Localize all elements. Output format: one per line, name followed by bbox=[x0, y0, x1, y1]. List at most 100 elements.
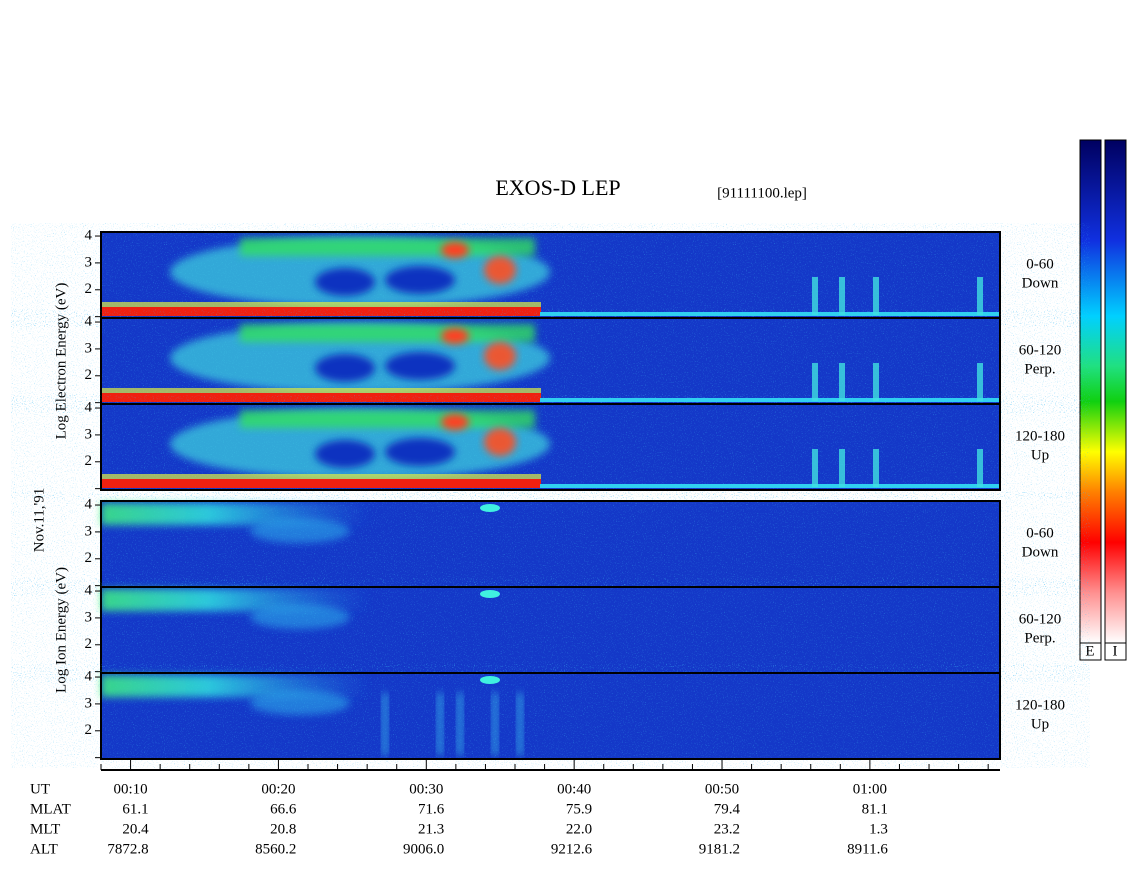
x-tick-label: 00:50 bbox=[705, 781, 739, 797]
feature bbox=[873, 363, 879, 401]
feature bbox=[101, 302, 541, 310]
x-tick-label: 00:30 bbox=[409, 781, 443, 797]
y-tick-label: 4 bbox=[85, 582, 93, 598]
table-cell: 8911.6 bbox=[847, 841, 888, 857]
y-tick-label: 2 bbox=[85, 722, 93, 738]
table-cell: 1.3 bbox=[869, 821, 888, 837]
table-cell: 71.6 bbox=[418, 801, 445, 817]
feature bbox=[385, 438, 455, 466]
y-tick-label: 2 bbox=[85, 550, 93, 566]
panel-frame bbox=[100, 403, 1001, 491]
feature bbox=[250, 691, 350, 715]
y-tick-label: 3 bbox=[85, 695, 93, 711]
panel-direction: Perp. bbox=[1024, 361, 1055, 377]
panel-direction: Up bbox=[1031, 716, 1049, 732]
table-cell: 9212.6 bbox=[551, 841, 593, 857]
y-tick-label: 4 bbox=[85, 399, 93, 415]
y-tick-label: 3 bbox=[85, 340, 93, 356]
colorbar-label: I bbox=[1113, 643, 1118, 659]
feature bbox=[480, 504, 500, 512]
feature bbox=[385, 266, 455, 294]
feature bbox=[315, 268, 375, 296]
table-cell: 9181.2 bbox=[699, 841, 740, 857]
feature bbox=[315, 440, 375, 468]
feature bbox=[812, 277, 818, 315]
date-label: Nov.11,'91 bbox=[31, 488, 47, 553]
feature bbox=[385, 352, 455, 380]
feature bbox=[839, 277, 845, 315]
spectrogram-panel bbox=[100, 317, 1001, 405]
table-cell: 8560.2 bbox=[255, 841, 296, 857]
feature bbox=[101, 393, 541, 402]
feature bbox=[457, 693, 463, 755]
table-cell: 23.2 bbox=[714, 821, 740, 837]
colorbar bbox=[1079, 139, 1102, 644]
feature bbox=[101, 474, 541, 482]
row-label: MLT bbox=[30, 821, 60, 837]
feature bbox=[240, 238, 535, 256]
feature bbox=[484, 428, 516, 456]
panel-direction: Perp. bbox=[1024, 630, 1055, 646]
y-tick-label: 4 bbox=[85, 668, 93, 684]
feature bbox=[977, 277, 983, 315]
x-tick-label: 00:10 bbox=[113, 781, 147, 797]
feature bbox=[437, 693, 443, 755]
feature bbox=[873, 449, 879, 487]
table-cell: 20.4 bbox=[122, 821, 149, 837]
feature bbox=[101, 307, 541, 316]
feature bbox=[441, 328, 469, 344]
panel-frame bbox=[100, 672, 1001, 760]
x-tick-label: 01:00 bbox=[853, 781, 887, 797]
feature bbox=[441, 242, 469, 258]
feature bbox=[540, 398, 1000, 402]
x-tick-label: 00:20 bbox=[261, 781, 295, 797]
colorbar-box bbox=[1104, 642, 1127, 661]
y-tick-label: 3 bbox=[85, 426, 93, 442]
panel-direction: Down bbox=[1022, 275, 1059, 291]
feature bbox=[812, 449, 818, 487]
table-cell: 66.6 bbox=[270, 801, 297, 817]
feature bbox=[382, 693, 388, 755]
colorbar-label: E bbox=[1085, 643, 1094, 659]
feature bbox=[315, 354, 375, 382]
x-tick-label: 00:40 bbox=[557, 781, 591, 797]
table-cell: 9006.0 bbox=[403, 841, 444, 857]
feature bbox=[540, 484, 1000, 488]
y-tick-label: 3 bbox=[85, 254, 93, 270]
feature bbox=[484, 256, 516, 284]
feature bbox=[250, 519, 350, 543]
feature bbox=[812, 363, 818, 401]
panel-direction: Up bbox=[1031, 447, 1049, 463]
feature bbox=[977, 449, 983, 487]
feature bbox=[977, 363, 983, 401]
spectrogram-panel bbox=[100, 586, 1001, 674]
feature bbox=[240, 324, 535, 342]
y-axis-label: Log Electron Energy (eV) bbox=[53, 283, 69, 440]
feature bbox=[540, 312, 1000, 316]
feature bbox=[873, 277, 879, 315]
y-tick-label: 3 bbox=[85, 523, 93, 539]
spectrogram-panel bbox=[100, 500, 1001, 588]
feature bbox=[839, 449, 845, 487]
panel-range: 120-180 bbox=[1015, 428, 1065, 444]
feature bbox=[101, 388, 541, 396]
panel-range: 0-60 bbox=[1026, 525, 1054, 541]
table-cell: 7872.8 bbox=[107, 841, 148, 857]
colorbar bbox=[1104, 139, 1127, 644]
panel-range: 0-60 bbox=[1026, 256, 1054, 272]
spectrogram-panel bbox=[100, 672, 1001, 760]
panel-direction: Down bbox=[1022, 544, 1059, 560]
y-tick-label: 2 bbox=[85, 453, 93, 469]
y-tick-label: 4 bbox=[85, 496, 93, 512]
table-cell: 20.8 bbox=[270, 821, 296, 837]
feature bbox=[517, 693, 523, 755]
feature bbox=[101, 479, 541, 488]
feature bbox=[484, 342, 516, 370]
row-label: ALT bbox=[30, 841, 58, 857]
panel-range: 60-120 bbox=[1019, 611, 1062, 627]
feature bbox=[480, 590, 500, 598]
table-cell: 21.3 bbox=[418, 821, 444, 837]
panel-range: 60-120 bbox=[1019, 342, 1062, 358]
